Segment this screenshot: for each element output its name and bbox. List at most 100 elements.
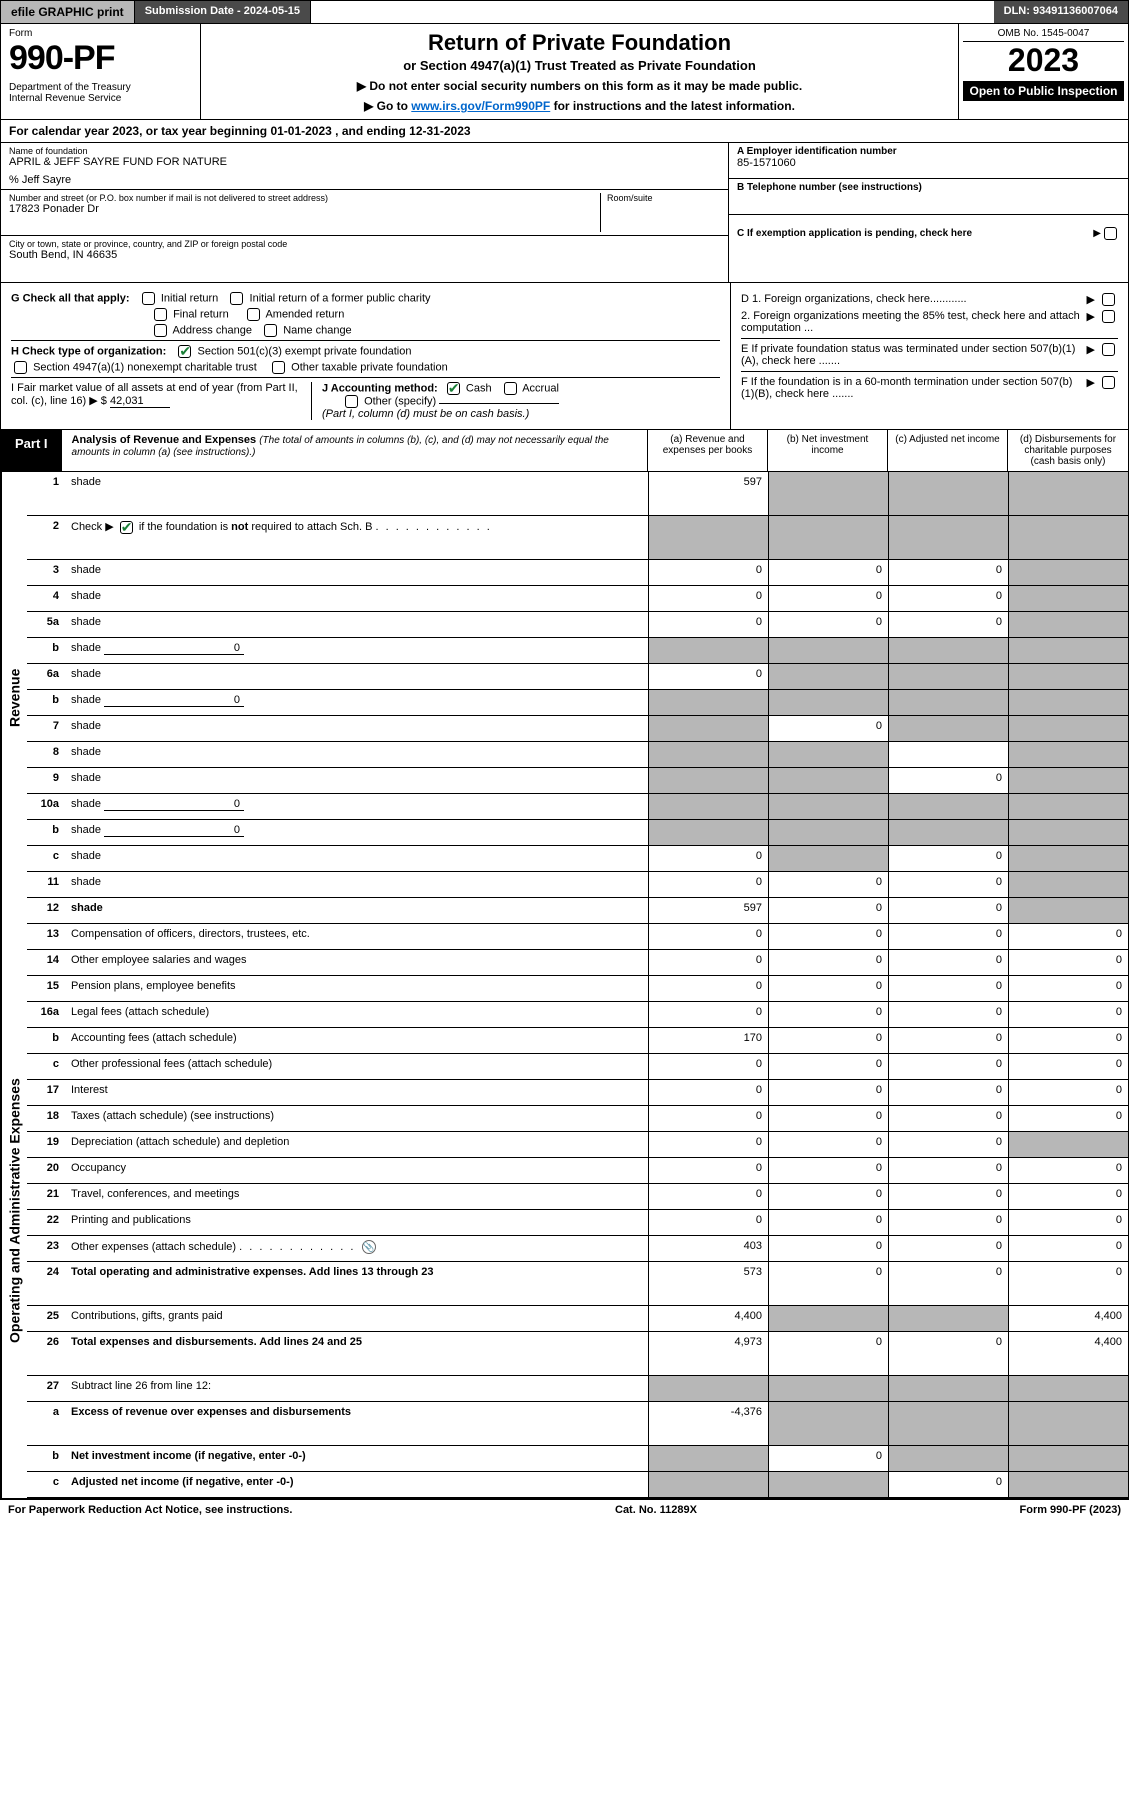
table-row: 10ashade 0 [27, 794, 1128, 820]
value-cell: 0 [888, 1236, 1008, 1261]
line-desc: Net investment income (if negative, ente… [65, 1446, 648, 1471]
line-number: b [27, 1028, 65, 1053]
line-desc: shade 0 [65, 638, 648, 663]
value-cell: 0 [888, 924, 1008, 949]
h-other-taxable[interactable] [272, 361, 285, 374]
shaded-cell [1008, 1132, 1128, 1157]
value-cell: 0 [648, 872, 768, 897]
shaded-cell [768, 516, 888, 559]
line-number: 20 [27, 1158, 65, 1183]
addr-label: Number and street (or P.O. box number if… [9, 193, 600, 203]
value-cell: 0 [1008, 976, 1128, 1001]
value-cell [888, 742, 1008, 767]
line-number: 23 [27, 1236, 65, 1261]
shaded-cell [1008, 664, 1128, 689]
value-cell: 0 [768, 1184, 888, 1209]
line-desc: Occupancy [65, 1158, 648, 1183]
line-desc: Travel, conferences, and meetings [65, 1184, 648, 1209]
tax-year: 2023 [963, 42, 1124, 79]
value-cell: 4,400 [1008, 1332, 1128, 1375]
value-cell: 0 [1008, 1080, 1128, 1105]
g-name-change[interactable] [264, 324, 277, 337]
shaded-cell [1008, 742, 1128, 767]
j-cash[interactable] [447, 382, 460, 395]
value-cell: 0 [1008, 1262, 1128, 1305]
line-desc: Printing and publications [65, 1210, 648, 1235]
c-exemption-pending: C If exemption application is pending, c… [737, 228, 1093, 239]
g-initial-former[interactable] [230, 292, 243, 305]
table-row: 6ashade0 [27, 664, 1128, 690]
c-checkbox[interactable] [1104, 227, 1117, 240]
value-cell: 0 [768, 1158, 888, 1183]
value-cell: 0 [888, 1472, 1008, 1497]
line-desc: Compensation of officers, directors, tru… [65, 924, 648, 949]
shaded-cell [768, 638, 888, 663]
line-number: 4 [27, 586, 65, 611]
col-d-head: (d) Disbursements for charitable purpose… [1008, 430, 1128, 471]
table-row: aExcess of revenue over expenses and dis… [27, 1402, 1128, 1446]
value-cell: 0 [888, 1080, 1008, 1105]
irs-link[interactable]: www.irs.gov/Form990PF [411, 99, 550, 113]
shaded-cell [1008, 716, 1128, 741]
line-desc: shade [65, 472, 648, 515]
table-row: 23Other expenses (attach schedule) 📎4030… [27, 1236, 1128, 1262]
d1-checkbox[interactable] [1102, 293, 1115, 306]
table-row: 17Interest0000 [27, 1080, 1128, 1106]
value-cell: 0 [768, 1080, 888, 1105]
table-row: 19Depreciation (attach schedule) and dep… [27, 1132, 1128, 1158]
line-desc: Contributions, gifts, grants paid [65, 1306, 648, 1331]
value-cell: 4,400 [648, 1306, 768, 1331]
h-4947[interactable] [14, 361, 27, 374]
line-number: 17 [27, 1080, 65, 1105]
line-desc: shade [65, 742, 648, 767]
table-row: 26Total expenses and disbursements. Add … [27, 1332, 1128, 1376]
j-other[interactable] [345, 395, 358, 408]
part1-header: Part I Analysis of Revenue and Expenses … [0, 430, 1129, 472]
value-cell: 0 [888, 1184, 1008, 1209]
g-final-return[interactable] [154, 308, 167, 321]
table-row: 2Check ▶ if the foundation is not requir… [27, 516, 1128, 560]
line-number: 25 [27, 1306, 65, 1331]
shaded-cell [888, 1376, 1008, 1401]
d1-label: D 1. Foreign organizations, check here..… [741, 293, 1083, 306]
line-number: 22 [27, 1210, 65, 1235]
value-cell: 0 [768, 716, 888, 741]
f-checkbox[interactable] [1102, 376, 1115, 389]
line-number: 1 [27, 472, 65, 515]
shaded-cell [768, 846, 888, 871]
value-cell: 4,973 [648, 1332, 768, 1375]
table-row: 18Taxes (attach schedule) (see instructi… [27, 1106, 1128, 1132]
j-note: (Part I, column (d) must be on cash basi… [322, 408, 720, 420]
table-row: 24Total operating and administrative exp… [27, 1262, 1128, 1306]
g-initial-return[interactable] [142, 292, 155, 305]
d2-checkbox[interactable] [1102, 310, 1115, 323]
value-cell: 0 [1008, 924, 1128, 949]
line-number: b [27, 1446, 65, 1471]
j-accrual[interactable] [504, 382, 517, 395]
h-501c3[interactable] [178, 345, 191, 358]
value-cell: 0 [768, 1028, 888, 1053]
value-cell: 597 [648, 898, 768, 923]
shaded-cell [648, 690, 768, 715]
value-cell: 403 [648, 1236, 768, 1261]
line-desc: Total operating and administrative expen… [65, 1262, 648, 1305]
shaded-cell [888, 638, 1008, 663]
value-cell: 0 [648, 1210, 768, 1235]
line-number: 7 [27, 716, 65, 741]
form-number: 990-PF [9, 39, 192, 78]
shaded-cell [888, 472, 1008, 515]
attachment-icon[interactable]: 📎 [362, 1240, 376, 1254]
e-checkbox[interactable] [1102, 343, 1115, 356]
footer-left: For Paperwork Reduction Act Notice, see … [8, 1504, 292, 1516]
shaded-cell [648, 820, 768, 845]
efile-print-button[interactable]: efile GRAPHIC print [1, 1, 135, 23]
shaded-cell [1008, 794, 1128, 819]
g-amended-return[interactable] [247, 308, 260, 321]
g-address-change[interactable] [154, 324, 167, 337]
value-cell: 0 [768, 1132, 888, 1157]
value-cell: 0 [1008, 950, 1128, 975]
line-number: 5a [27, 612, 65, 637]
table-row: 25Contributions, gifts, grants paid4,400… [27, 1306, 1128, 1332]
line-number: 16a [27, 1002, 65, 1027]
check-options-block: G Check all that apply: Initial return I… [0, 283, 1129, 430]
